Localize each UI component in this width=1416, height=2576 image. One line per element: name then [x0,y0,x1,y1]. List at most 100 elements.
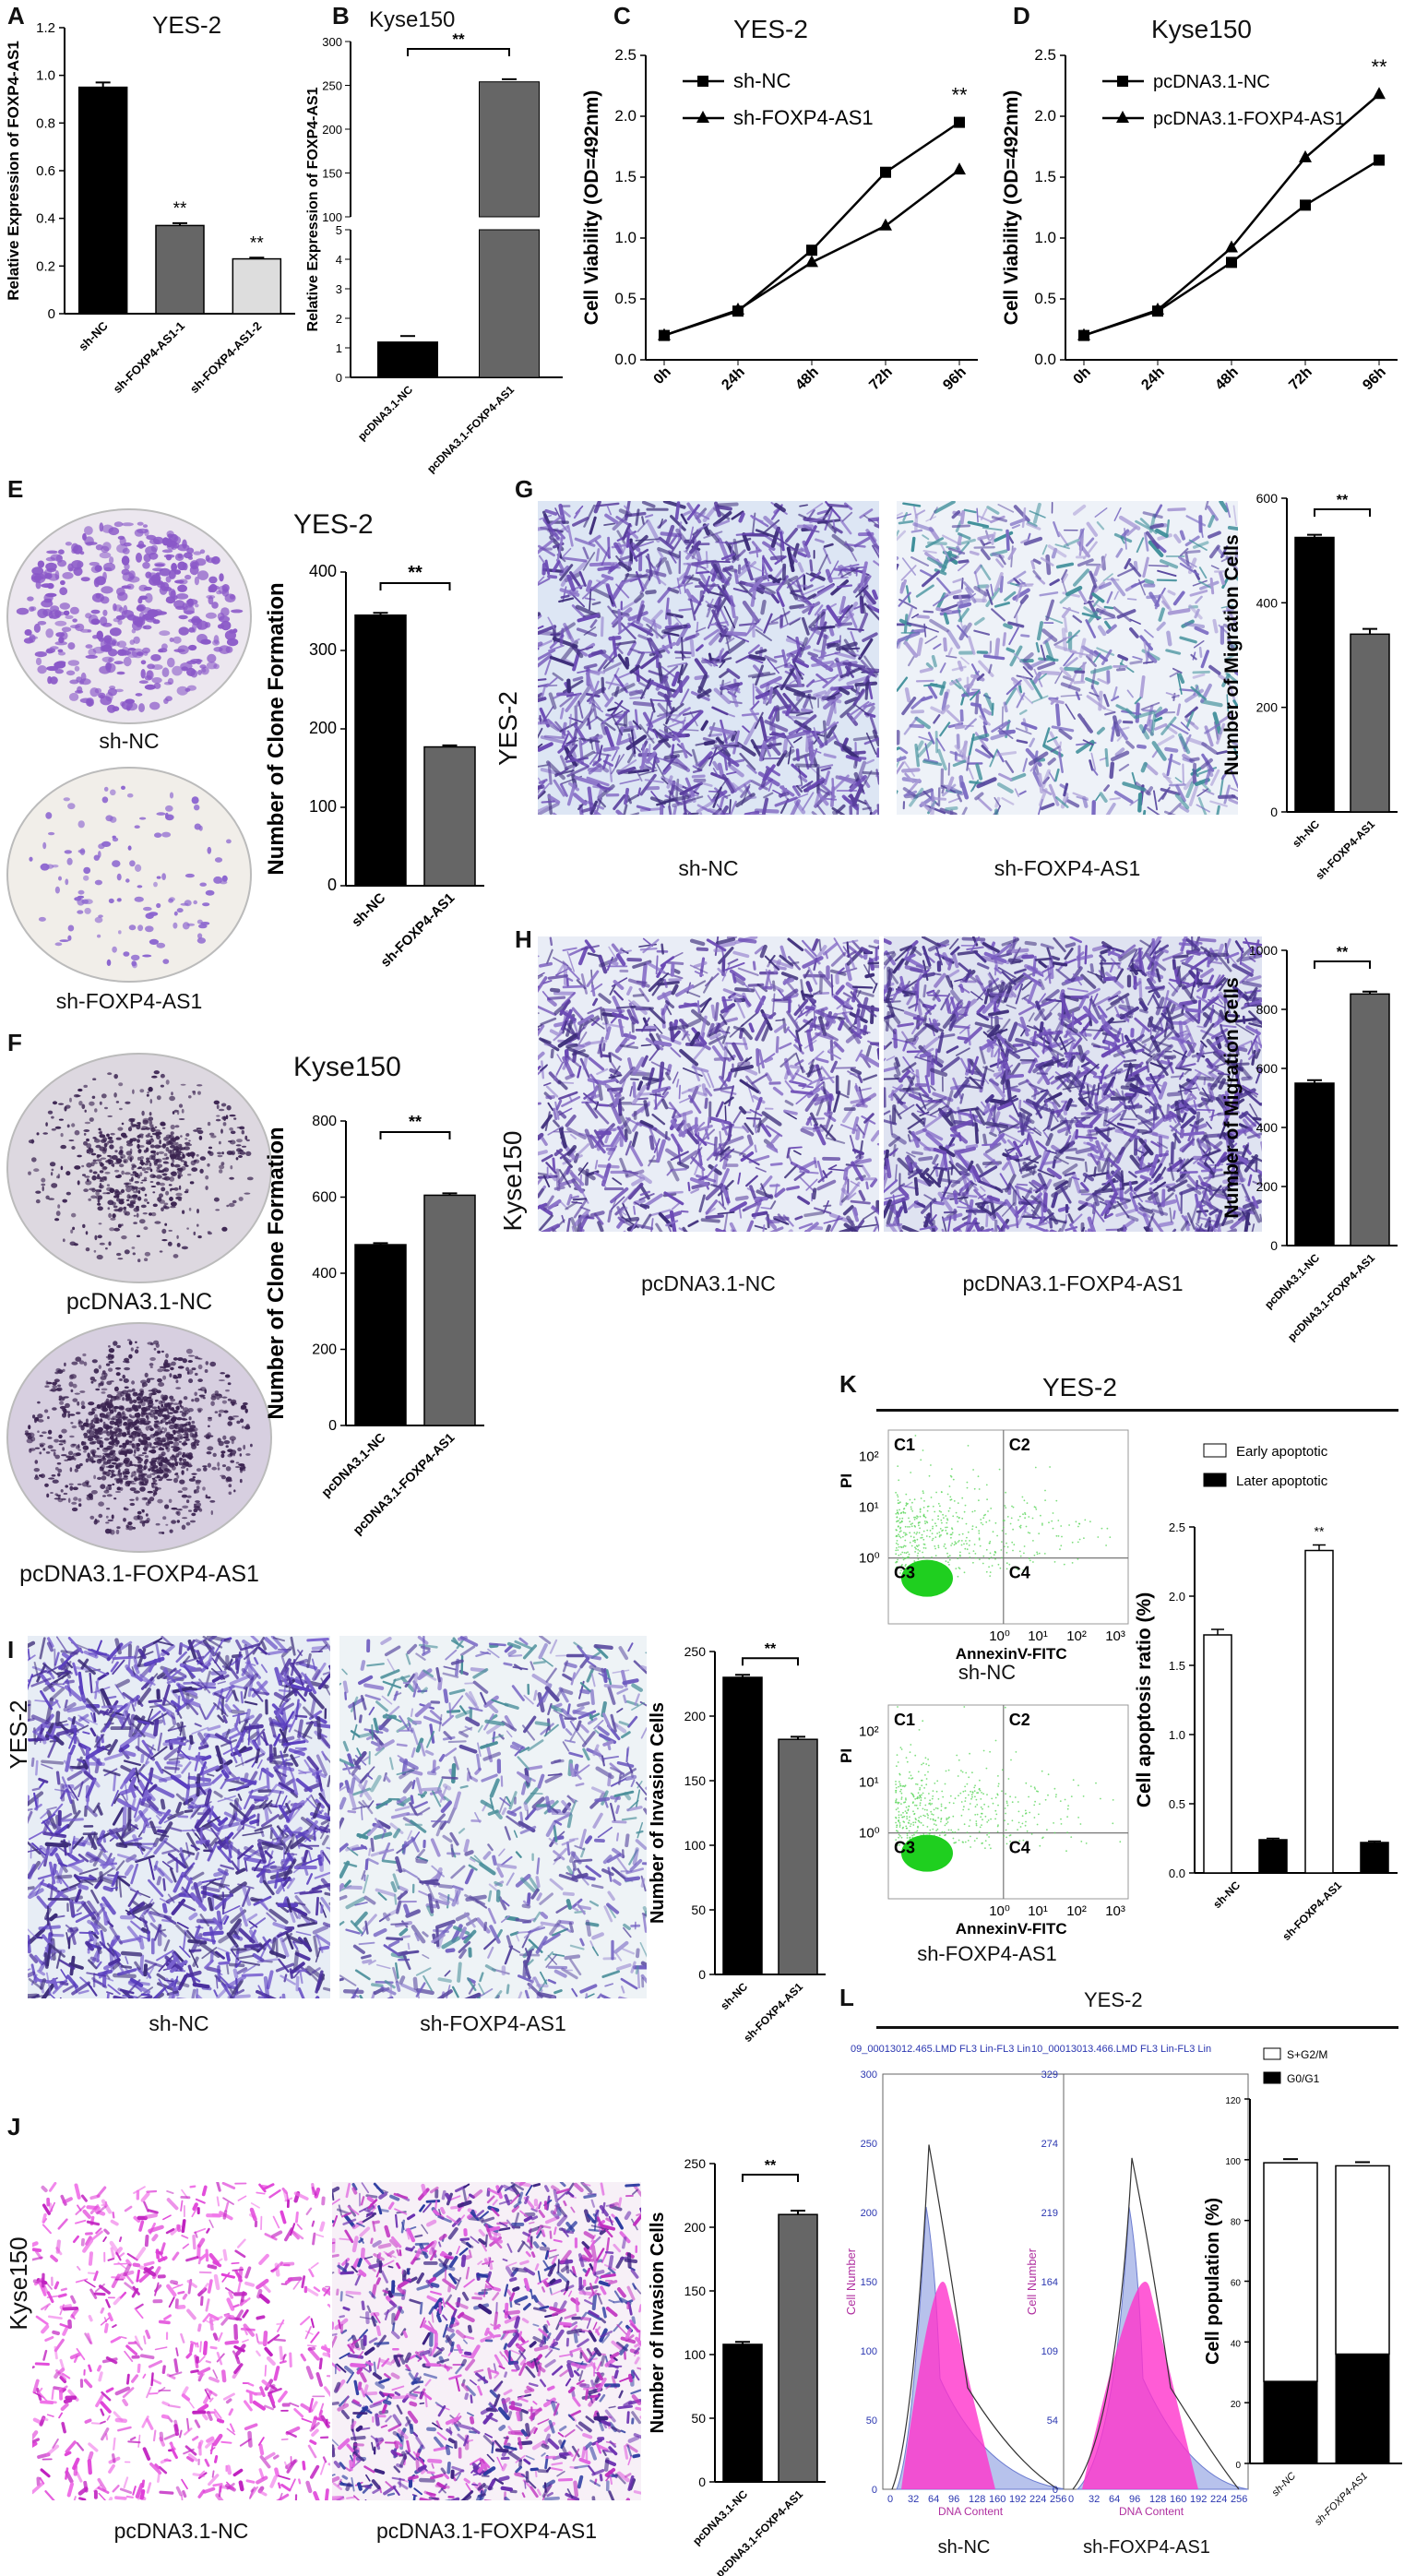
cell [1180,722,1191,732]
colony [194,1503,196,1507]
colony [83,1132,87,1136]
cell [922,570,941,588]
colony [127,648,137,651]
cell [572,517,589,527]
cell [814,604,824,616]
cell [917,740,934,758]
cell [662,765,672,775]
cell [566,1127,587,1139]
colony [152,1203,158,1208]
cell [619,542,628,558]
colony [231,1150,236,1156]
cell [1145,531,1160,549]
colony [160,1420,163,1425]
colony [110,1470,115,1473]
cell [790,799,801,815]
colony [173,1402,179,1405]
colony [155,1342,160,1348]
cell [1120,536,1125,544]
colony [122,1397,125,1401]
colony [233,1489,236,1493]
cell [555,1099,563,1111]
cell [708,657,726,663]
colony [106,1133,110,1138]
colony [81,1164,85,1168]
colony [156,1474,161,1479]
cell [602,662,622,673]
cell [1009,582,1020,587]
cell [797,562,804,573]
cell [698,571,708,587]
cell [611,713,624,736]
cell [841,511,853,522]
colony [132,1252,136,1256]
cell [663,754,680,760]
colony [172,1455,176,1458]
cell [1046,736,1058,743]
colony [236,1127,244,1129]
colony [108,1407,112,1412]
cell [978,515,992,523]
colony [170,1163,174,1166]
cell [1192,673,1206,679]
cell [606,710,624,721]
cell [708,1034,726,1045]
cell [556,535,565,559]
colony [151,1406,158,1410]
cell [727,763,744,778]
colony [98,1184,104,1189]
colony [102,1452,109,1455]
colony [184,1190,189,1194]
colony [210,1135,217,1139]
colony [101,586,113,594]
cell [705,1087,713,1097]
cell [827,1168,849,1172]
cell [760,1123,772,1138]
colony [208,576,218,584]
cell [1174,793,1190,810]
cell [763,613,773,634]
cell [708,529,720,543]
colony [85,1247,90,1252]
colony [145,1481,149,1485]
cell [1099,581,1113,590]
cell [914,716,931,730]
cell [1194,626,1209,636]
colony [208,585,220,590]
cell [767,658,779,674]
colony [93,1368,100,1374]
cell [929,683,946,689]
colony [121,785,125,790]
colony [107,1072,113,1076]
rule-l [876,2026,1398,2029]
colony [132,1195,137,1200]
colony [81,1405,86,1410]
colony [151,1465,155,1471]
cell [957,660,964,672]
cell [1007,547,1017,561]
colony [148,1132,151,1136]
cell [782,692,799,712]
colony [110,1217,116,1221]
cell [1156,621,1166,631]
cell [653,1127,671,1141]
cell [751,541,761,552]
colony [181,1494,188,1498]
cell [706,606,712,618]
cell [720,684,741,694]
cell [625,793,639,803]
cell [719,670,730,679]
cell [980,565,992,581]
colony [83,875,89,881]
colony [219,1140,221,1145]
cell [538,1150,548,1156]
cell [672,614,684,628]
cell [806,502,824,515]
colony [185,599,198,605]
colony [158,1382,165,1387]
colony [173,1441,180,1447]
cell [985,589,994,605]
colony [57,1384,62,1388]
colony [90,1152,97,1156]
colony [161,1463,168,1470]
